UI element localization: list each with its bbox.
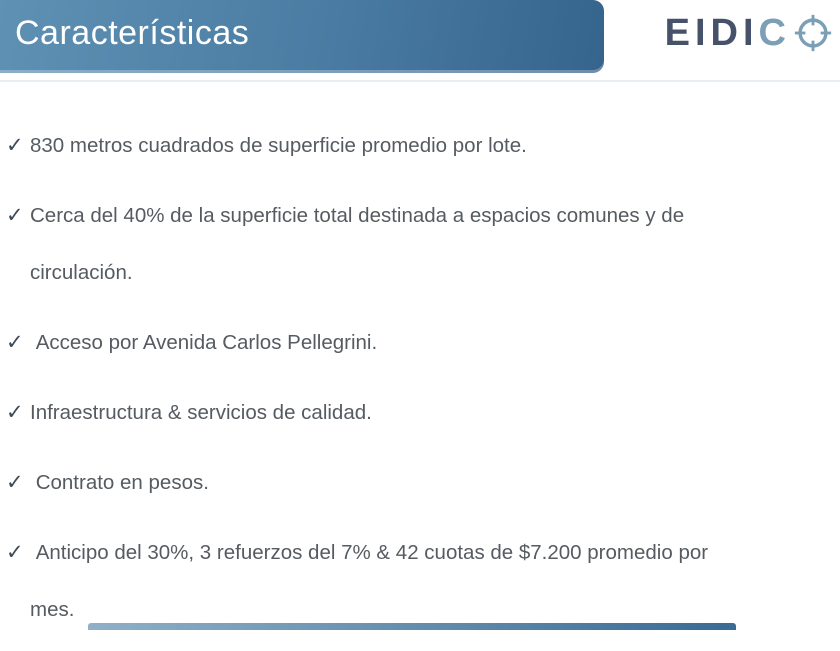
bullet-text: Contrato en pesos. (30, 471, 209, 494)
check-icon: ✓ (6, 471, 24, 494)
page-title: Características (15, 14, 250, 52)
bullet-text: Acceso por Avenida Carlos Pellegrini. (30, 331, 378, 354)
bullet-text: Cerca del 40% de la superficie total des… (30, 204, 685, 227)
slide: Características EIDI C ✓ 830 metros cuadr… (0, 0, 840, 630)
list-item: ✓ Anticipo del 30%, 3 refuerzos del 7% &… (6, 524, 828, 638)
check-icon: ✓ (6, 541, 24, 564)
header-bar: Características (0, 0, 604, 73)
list-item: ✓ 830 metros cuadrados de superficie pro… (6, 117, 828, 174)
bullet-text: mes. (30, 598, 75, 621)
list-item: ✓ Acceso por Avenida Carlos Pellegrini. (6, 314, 828, 371)
list-item: ✓ Contrato en pesos. (6, 454, 828, 511)
eidico-logo: EIDI C (665, 8, 834, 58)
bullet-text: circulación. (30, 261, 133, 284)
check-icon: ✓ (6, 134, 24, 157)
crosshair-target-icon (791, 12, 834, 54)
feature-checklist: ✓ 830 metros cuadrados de superficie pro… (6, 117, 828, 651)
check-icon: ✓ (6, 331, 24, 354)
bottom-accent-bar (88, 623, 736, 630)
logo-text-dark: EIDI (664, 12, 759, 54)
list-item: ✓ Infraestructura & servicios de calidad… (6, 384, 828, 441)
header-divider (0, 80, 840, 82)
check-icon: ✓ (6, 204, 24, 227)
check-icon: ✓ (6, 401, 24, 424)
logo-text-light: C (758, 12, 791, 54)
bullet-text: Anticipo del 30%, 3 refuerzos del 7% & 4… (30, 541, 709, 564)
bullet-text: Infraestructura & servicios de calidad. (30, 401, 372, 424)
list-item: ✓ Cerca del 40% de la superficie total d… (6, 187, 828, 301)
bullet-text: 830 metros cuadrados de superficie prome… (30, 134, 527, 157)
